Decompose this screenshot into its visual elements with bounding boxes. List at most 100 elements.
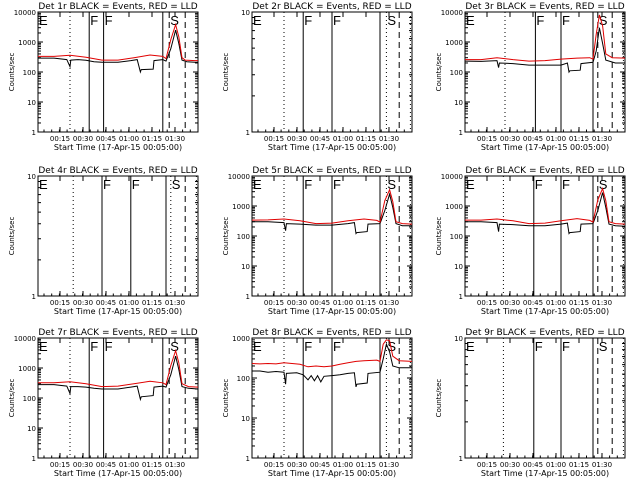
x-tick-label: 00:30 [500,135,520,143]
marker-flag-F: F [304,177,312,192]
x-tick-label: 01:30 [379,461,399,469]
x-tick-label: 00:15 [50,299,70,307]
y-tick-label: 10 [454,99,463,107]
x-tick-label: 00:45 [96,461,116,469]
y-tick-label: 10000 [228,173,250,181]
series-line-events [38,29,198,74]
marker-flag-F: F [90,13,98,28]
y-axis-label: Counts/sec [435,379,443,418]
x-tick-label: 00:30 [287,135,307,143]
x-tick-label: 01:30 [165,299,185,307]
x-tick-label: 01:15 [569,299,589,307]
y-tick-label: 10000 [14,9,36,17]
marker-flag-F: F [304,339,312,354]
x-tick-label: 00:30 [287,461,307,469]
x-axis-label: Start Time (17-Apr-15 00:05:00) [481,469,609,478]
y-tick-label: 10 [241,415,250,423]
series-line-lld [38,348,199,388]
x-tick-label: 01:00 [119,461,139,469]
series-line-events [252,192,412,235]
x-tick-label: 01:15 [569,461,589,469]
x-tick-label: 00:45 [96,299,116,307]
x-tick-label: 01:15 [569,135,589,143]
x-tick-label: 00:45 [523,135,543,143]
x-tick-label: 00:15 [477,299,497,307]
y-tick-label: 1 [246,129,250,137]
x-tick-label: 00:45 [523,299,543,307]
x-axis-label: Start Time (17-Apr-15 00:05:00) [54,143,182,152]
chart-panel-4: Det 4r BLACK = Events, RED = LLD 1 10 00:15… [8,166,199,316]
x-tick-label: 00:15 [264,461,284,469]
series-line-events [465,192,626,235]
chart-panel-9: Det 9r BLACK = Events, RED = LLD 1 10 00:15… [435,328,626,478]
marker-flag-E: E [466,339,475,354]
x-tick-label: 00:30 [500,461,520,469]
marker-flag-F: F [535,339,543,354]
y-axis-label: Counts/sec [222,53,230,92]
marker-flag-F: F [562,13,570,28]
y-tick-label: 1 [459,293,463,301]
marker-flag-F: F [535,177,543,192]
x-tick-label: 01:30 [592,135,612,143]
x-tick-label: 00:15 [264,299,284,307]
marker-flag-E: E [39,339,48,354]
x-tick-label: 01:30 [379,135,399,143]
marker-flag-F: F [105,339,113,354]
x-tick-label: 01:30 [592,299,612,307]
x-tick-label: 01:30 [592,461,612,469]
y-tick-label: 1 [246,293,250,301]
y-tick-label: 1000 [18,365,36,373]
marker-flag-F: F [132,177,140,192]
x-tick-label: 01:30 [165,135,185,143]
x-axis-label: Start Time (17-Apr-15 00:05:00) [481,143,609,152]
x-axis-label: Start Time (17-Apr-15 00:05:00) [54,469,182,478]
x-tick-label: 00:30 [73,299,93,307]
marker-flag-S: S [172,177,181,192]
y-tick-label: 100 [450,233,463,241]
marker-flag-E: E [253,339,262,354]
y-tick-label: 1 [459,129,463,137]
chart-panel-5: Det 5r BLACK = Events, RED = LLD 1 10 100 10… [222,166,413,316]
x-tick-label: 00:30 [73,135,93,143]
chart-title: Det 4r BLACK = Events, RED = LLD [38,166,197,176]
chart-panel-6: Det 6r BLACK = Events, RED = LLD 1 10 100 10… [435,166,626,316]
marker-flag-F: F [304,13,312,28]
series-line-events [464,27,625,74]
marker-flag-E: E [39,13,48,28]
x-tick-label: 01:15 [142,461,162,469]
chart-panel-3: Det 3r BLACK = Events, RED = LLD 1 10 100 10… [435,2,626,152]
marker-flag-F: F [105,13,113,28]
series-line-lld [38,22,198,62]
marker-flag-F: F [562,339,570,354]
x-tick-label: 01:00 [546,461,566,469]
y-tick-label: 1000 [18,39,36,47]
chart-title: Det 8r BLACK = Events, RED = LLD [252,328,411,338]
y-tick-label: 10 [454,335,463,343]
x-tick-label: 01:15 [356,135,376,143]
marker-flag-S: S [599,13,608,28]
series-line-lld [465,14,626,62]
chart-title: Det 6r BLACK = Events, RED = LLD [465,166,624,176]
marker-flag-F: F [562,177,570,192]
x-tick-label: 01:15 [356,461,376,469]
y-tick-label: 10000 [441,173,463,181]
x-tick-label: 00:15 [264,135,284,143]
x-tick-label: 01:00 [333,299,353,307]
marker-flag-S: S [170,339,179,354]
plot-frame [37,175,199,297]
y-tick-label: 1 [32,129,36,137]
x-axis-label: Start Time (17-Apr-15 00:05:00) [481,307,609,316]
y-tick-label: 1 [246,455,250,463]
y-axis-label: Counts/sec [435,53,443,92]
x-tick-label: 01:15 [356,299,376,307]
y-tick-label: 10 [27,99,36,107]
y-tick-label: 100 [450,69,463,77]
marker-flag-F: F [333,177,341,192]
y-tick-label: 1000 [445,39,463,47]
marker-flag-S: S [387,177,396,192]
x-tick-label: 00:45 [310,299,330,307]
y-tick-label: 10000 [14,335,36,343]
y-axis-label: Counts/sec [222,217,230,256]
y-tick-label: 100 [237,375,250,383]
